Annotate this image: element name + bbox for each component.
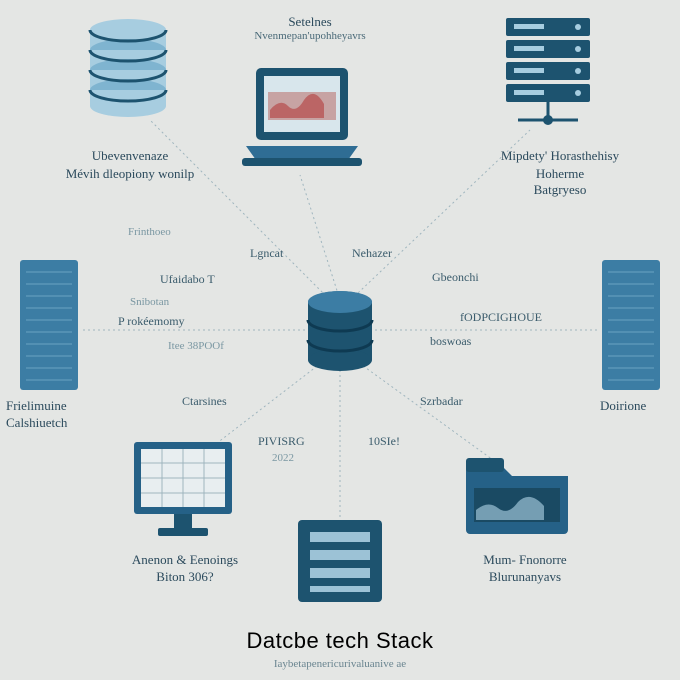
monitor-icon	[128, 438, 238, 543]
lbl-lgncat: Lgncat	[250, 246, 283, 261]
diagram-canvas: Ubevenvenaze Mévih dleopiony wonilp Sete…	[0, 0, 680, 680]
top-center-text2: Nvenmepan'upohheyavrs	[200, 30, 420, 44]
laptop-icon	[242, 62, 362, 172]
top-center-text1: Setelnes	[230, 14, 390, 30]
lbl-nehazer: Nehazer	[352, 246, 392, 261]
lbl-prokemomy: P rokéemomy	[118, 314, 185, 329]
top-left-label1: Ubevenvenaze	[50, 148, 210, 164]
lbl-foopcigrome: fODPCIGHOUE	[460, 310, 542, 325]
lbl-szrbadar: Szrbadar	[420, 394, 463, 409]
lbl-frinthoeo: Frinthoeo	[128, 226, 171, 238]
lbl-2022: 2022	[272, 452, 294, 464]
left-panel-label1: Frielimuine	[6, 398, 106, 414]
lbl-iosrei: 10SIe!	[368, 434, 400, 449]
lbl-gbeonchi: Gbeonchi	[432, 270, 479, 285]
top-right-label2: Hoherme	[480, 166, 640, 182]
page-subtitle: Iaybetapenericurivaluanive ae	[0, 658, 680, 670]
list-card-icon	[298, 520, 382, 602]
monitor-label2: Biton 306?	[95, 569, 275, 585]
left-panel-icon	[20, 260, 78, 390]
top-left-label2: Mévih dleopiony wonilp	[35, 166, 225, 182]
lbl-ufaidabo: Ufaidabo T	[160, 272, 215, 287]
top-right-label3: Batgryeso	[480, 182, 640, 198]
database-stack-icon	[85, 18, 171, 118]
folder-label2: Blurunanyavs	[440, 569, 610, 585]
server-rack-icon	[498, 18, 598, 128]
right-panel-label1: Doirione	[600, 398, 680, 414]
left-panel-label2: Calshiuetch	[6, 415, 106, 431]
lbl-ctarsines: Ctarsines	[182, 394, 227, 409]
lbl-boswoas: boswoas	[430, 334, 471, 349]
page-title: Datcbe tech Stack	[0, 628, 680, 654]
lbl-spoof: Itee 38POOf	[168, 340, 224, 352]
folder-label1: Mum- Fnonorre	[440, 552, 610, 568]
monitor-label1: Anenon & Eenoings	[95, 552, 275, 568]
node-top-left-db	[78, 18, 178, 118]
center-database-icon	[305, 290, 375, 375]
top-right-label1: Mipdety' Horasthehisy	[460, 148, 660, 164]
lbl-snibotan: Snibotan	[130, 296, 169, 308]
folder-icon	[462, 452, 572, 534]
lbl-pivisrg: PIVISRG	[258, 434, 305, 449]
right-panel-icon	[602, 260, 660, 390]
